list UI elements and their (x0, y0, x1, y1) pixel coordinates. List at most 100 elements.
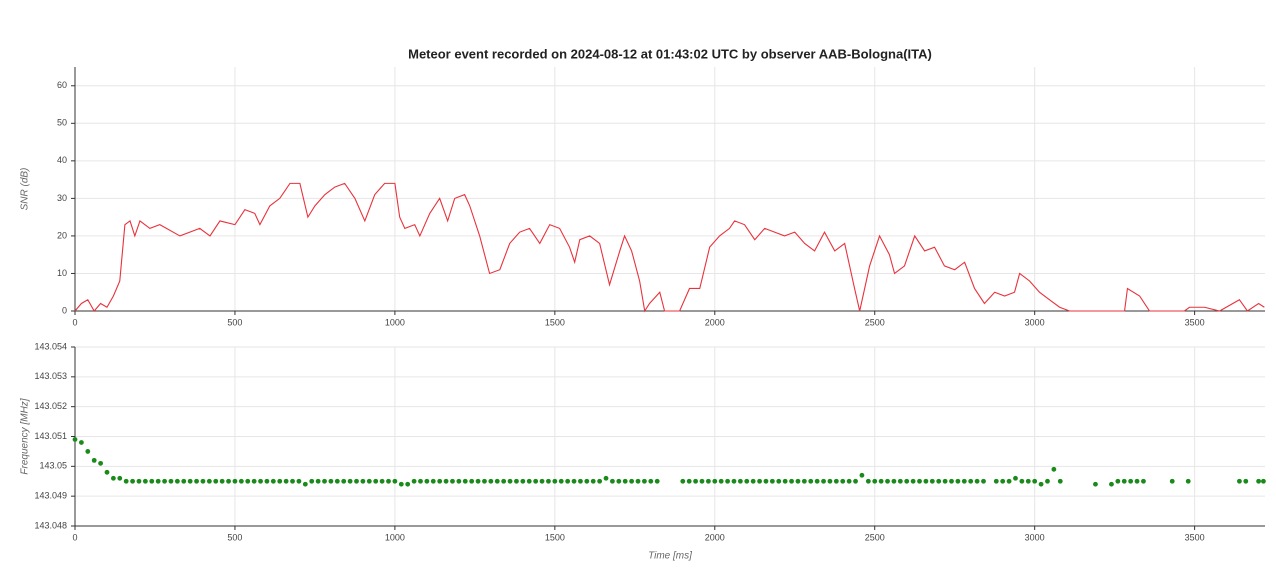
frequency-point (693, 478, 698, 484)
frequency-point (322, 478, 327, 484)
frequency-point (232, 478, 238, 484)
frequency-point (379, 478, 385, 484)
frequency-point (181, 478, 187, 484)
frequency-point (418, 478, 423, 484)
frequency-point (578, 478, 583, 484)
frequency-point (1256, 478, 1262, 484)
frequency-point (750, 478, 756, 484)
frequency-point (1093, 481, 1098, 487)
frequency-point (801, 478, 807, 484)
frequency-point (98, 460, 103, 466)
frequency-point (1025, 478, 1031, 484)
y-axis-label: Frequency [MHz] (20, 398, 31, 474)
frequency-point (590, 478, 596, 484)
frequency-point (174, 478, 180, 484)
frequency-point (1000, 478, 1006, 484)
frequency-point (789, 478, 794, 484)
frequency-point (622, 478, 628, 484)
frequency-point (981, 478, 986, 484)
x-tick-label: 3500 (1185, 532, 1205, 542)
frequency-point (123, 478, 129, 484)
frequency-point (859, 472, 865, 478)
y-tick-label: 143.052 (34, 401, 67, 411)
frequency-point (1134, 478, 1140, 484)
frequency-point (85, 449, 91, 454)
x-tick-label: 3000 (1025, 532, 1045, 542)
frequency-point (283, 478, 289, 484)
frequency-point (1128, 478, 1134, 484)
frequency-point (891, 478, 897, 484)
frequency-point (782, 478, 788, 484)
frequency-point (686, 478, 692, 484)
frequency-point (680, 478, 686, 484)
frequency-point (328, 478, 334, 484)
frequency-point (398, 481, 404, 487)
frequency-point (1261, 478, 1266, 484)
frequency-point (705, 478, 711, 484)
frequency-point (526, 478, 532, 484)
x-tick-label: 2000 (705, 532, 725, 542)
frequency-point (872, 478, 878, 484)
frequency-point (136, 478, 142, 484)
frequency-point (514, 478, 519, 484)
frequency-point (315, 478, 321, 484)
frequency-point (424, 478, 430, 484)
frequency-point (808, 478, 814, 484)
x-axis-label: Time [ms] (648, 551, 692, 562)
frequency-point (1121, 478, 1127, 484)
frequency-point (142, 478, 148, 484)
frequency-point (846, 478, 852, 484)
frequency-point (360, 478, 366, 484)
frequency-point (885, 478, 890, 484)
y-axis-label: SNR (dB) (20, 168, 31, 211)
frequency-point (200, 478, 206, 484)
frequency-point (865, 478, 871, 484)
frequency-point (430, 478, 436, 484)
frequency-point (597, 478, 603, 484)
frequency-point (840, 478, 846, 484)
frequency-point (258, 478, 263, 484)
frequency-point (290, 478, 295, 484)
frequency-point (309, 478, 315, 484)
x-tick-label: 500 (227, 532, 242, 542)
frequency-point (744, 478, 750, 484)
frequency-point (1115, 478, 1121, 484)
frequency-point (443, 478, 449, 484)
frequency-point (117, 475, 123, 481)
frequency-point (897, 478, 903, 484)
frequency-point (392, 478, 398, 484)
frequency-point (616, 478, 622, 484)
frequency-point (162, 478, 167, 484)
frequency-point (853, 478, 858, 484)
snr-line (74, 182, 1265, 313)
frequency-point (763, 478, 769, 484)
chart-title: Meteor event recorded on 2024-08-12 at 0… (408, 46, 932, 61)
frequency-point (725, 478, 730, 484)
frequency-point (1169, 478, 1175, 484)
frequency-point (558, 478, 564, 484)
frequency-point (737, 478, 743, 484)
y-tick-label: 143.054 (34, 341, 67, 351)
frequency-point (386, 478, 391, 484)
frequency-point (482, 478, 487, 484)
frequency-point (571, 478, 577, 484)
frequency-point (968, 478, 974, 484)
frequency-point (366, 478, 372, 484)
frequency-point (456, 478, 462, 484)
x-tick-label: 2000 (705, 317, 725, 327)
frequency-point (712, 478, 718, 484)
frequency-point (795, 478, 801, 484)
frequency-point (411, 478, 417, 484)
frequency-point (1019, 478, 1025, 484)
frequency-point (917, 478, 922, 484)
frequency-point (469, 478, 475, 484)
frequency-point (507, 478, 513, 484)
x-tick-label: 2500 (865, 532, 885, 542)
frequency-point (929, 478, 935, 484)
y-tick-label: 20 (57, 230, 67, 240)
frequency-point (827, 478, 833, 484)
frequency-point (104, 469, 110, 475)
frequency-point (610, 478, 615, 484)
frequency-point (264, 478, 270, 484)
frequency-point (993, 478, 999, 484)
